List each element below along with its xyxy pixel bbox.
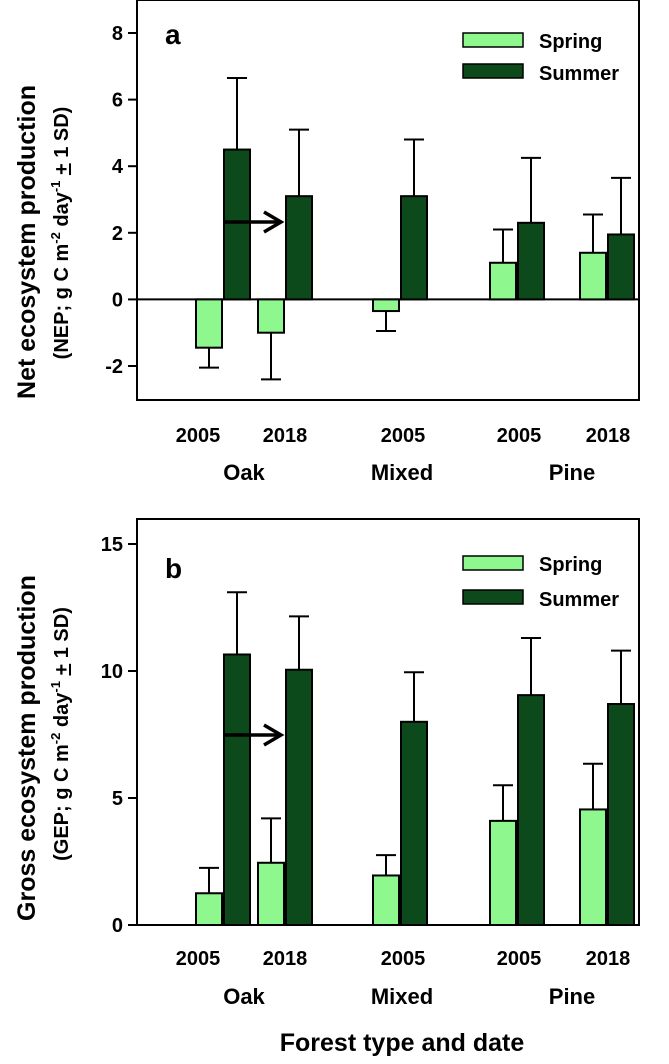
- y-axis-label-b: Gross ecosystem production: [13, 575, 41, 921]
- cat-label-b-oak-2018: 2018: [263, 948, 308, 970]
- x-axis-label: Forest type and date: [280, 1029, 525, 1057]
- y-axis-label-a: Net ecosystem production: [13, 85, 41, 399]
- group-label-b-pine: Pine: [549, 984, 595, 1009]
- y-tick-label-a-4: 6: [112, 90, 123, 112]
- bar-b-spring-1: [257, 861, 285, 927]
- bar-b-spring-0: [195, 892, 223, 926]
- panel-b: 0 5 10 15 b Spring Summer 2005 2018 2005 20…: [13, 518, 640, 1009]
- cat-label-b-mixed-2005: 2005: [381, 948, 426, 970]
- cat-label-a-oak-2018: 2018: [263, 425, 308, 447]
- legend-label-summer-a: Summer: [539, 63, 619, 85]
- cat-label-a-oak-2005: 2005: [176, 425, 221, 447]
- legend-label-spring-b: Spring: [539, 554, 602, 576]
- plot-frame-b: [136, 518, 640, 926]
- bar-b-summer-2: [400, 720, 428, 926]
- group-label-b-oak: Oak: [223, 984, 265, 1009]
- error-bar-a-spring-2: [376, 311, 396, 333]
- error-bar-a-spring-4: [583, 213, 603, 253]
- bar-a-summer-0: [223, 148, 251, 301]
- group-label-b-mixed: Mixed: [371, 984, 433, 1009]
- bars-a: [195, 76, 635, 381]
- group-label-a-oak: Oak: [223, 460, 265, 485]
- cat-label-a-mixed-2005: 2005: [381, 425, 426, 447]
- legend-label-summer-b: Summer: [539, 589, 619, 611]
- y-tick-label-b-2: 10: [101, 661, 123, 683]
- legend-swatch-spring-a: [462, 32, 524, 48]
- bar-b-summer-0: [223, 653, 251, 926]
- error-bar-a-spring-0: [199, 347, 219, 369]
- error-bar-b-summer-3: [521, 636, 541, 696]
- bar-b-summer-4: [607, 703, 635, 927]
- error-bar-b-summer-1: [289, 615, 309, 670]
- y-tick-label-a-1: 0: [112, 289, 123, 311]
- bar-a-summer-4: [607, 233, 635, 301]
- error-bar-b-spring-0: [199, 866, 219, 894]
- y-axis-units-b: (GEP; g C m-2 day-1 + 1 SD): [48, 607, 73, 861]
- bar-a-summer-2: [400, 195, 428, 301]
- error-bar-a-summer-1: [289, 128, 309, 197]
- error-bar-b-summer-4: [611, 649, 631, 705]
- bars-b: [195, 591, 635, 927]
- error-bar-b-summer-2: [404, 671, 424, 722]
- y-tick-label-b-0: 0: [112, 915, 123, 937]
- bar-a-spring-4: [579, 251, 607, 301]
- error-bar-a-spring-1: [261, 332, 281, 381]
- panel-a: -2 0 2 4 6 8 a Spring Summer 2005 2018 2005 2…: [13, 0, 640, 485]
- error-bar-b-spring-4: [583, 762, 603, 810]
- y-tick-label-b-1: 5: [112, 788, 123, 810]
- arrow-annotation-b: [225, 723, 285, 747]
- bar-b-spring-2: [372, 874, 400, 926]
- bar-a-summer-3: [517, 221, 545, 301]
- bar-a-summer-1: [285, 195, 313, 301]
- error-bar-b-summer-0: [227, 591, 247, 655]
- y-axis-b: 0 5 10 15: [101, 534, 137, 937]
- bar-a-spring-0: [195, 298, 223, 349]
- cat-label-b-pine-2018: 2018: [586, 948, 631, 970]
- error-bar-a-summer-4: [611, 176, 631, 235]
- error-bar-b-spring-3: [493, 784, 513, 821]
- bar-b-spring-4: [579, 808, 607, 926]
- error-bar-a-summer-0: [227, 76, 247, 150]
- group-label-a-mixed: Mixed: [371, 460, 433, 485]
- bar-b-summer-1: [285, 668, 313, 926]
- y-tick-label-a-3: 4: [112, 156, 124, 178]
- error-bar-a-spring-3: [493, 228, 513, 263]
- cat-label-a-pine-2005: 2005: [497, 425, 542, 447]
- cat-label-b-oak-2005: 2005: [176, 948, 221, 970]
- error-bar-a-summer-3: [521, 156, 541, 223]
- cat-label-a-pine-2018: 2018: [586, 425, 631, 447]
- legend-swatch-summer-a: [462, 63, 524, 79]
- y-tick-label-a-2: 2: [112, 223, 123, 245]
- error-bar-b-spring-2: [376, 854, 396, 876]
- plot-frame-a: [136, 0, 640, 401]
- bar-b-summer-3: [517, 694, 545, 926]
- y-axis-a: -2 0 2 4 6 8: [105, 23, 137, 378]
- y-axis-units-a: (NEP; g C m-2 day-1 + 1 SD): [48, 107, 73, 360]
- legend-label-spring-a: Spring: [539, 31, 602, 53]
- arrow-annotation-a: [225, 210, 285, 234]
- cat-label-b-pine-2005: 2005: [497, 948, 542, 970]
- y-tick-label-a-5: 8: [112, 23, 123, 45]
- bar-a-spring-1: [257, 298, 285, 334]
- error-bar-a-summer-2: [404, 138, 424, 197]
- panel-letter-a: a: [165, 19, 181, 50]
- y-tick-label-b-3: 15: [101, 534, 123, 556]
- group-label-a-pine: Pine: [549, 460, 595, 485]
- legend-swatch-summer-b: [462, 589, 524, 605]
- panel-letter-b: b: [165, 553, 182, 584]
- y-tick-label-a-0: -2: [105, 356, 123, 378]
- bar-b-spring-3: [489, 819, 517, 926]
- legend-swatch-spring-b: [462, 555, 524, 571]
- bar-a-spring-2: [372, 298, 400, 313]
- bar-a-spring-3: [489, 261, 517, 301]
- error-bar-b-spring-1: [261, 817, 281, 863]
